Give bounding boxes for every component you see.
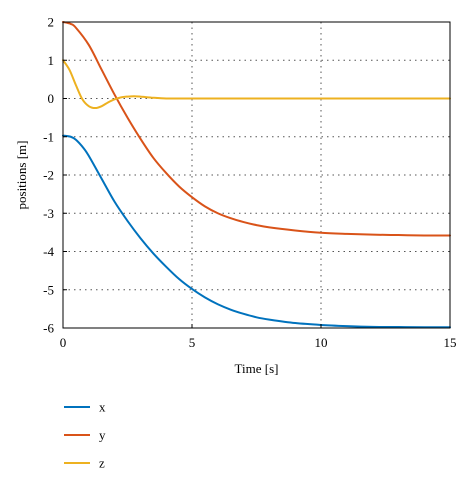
series-line-x — [62, 134, 451, 329]
y-tick-label: -1 — [43, 129, 54, 144]
y-tick-label: -5 — [43, 282, 54, 297]
grid — [63, 22, 450, 328]
x-axis-label: Time [s] — [235, 361, 279, 376]
y-tick-label: -4 — [43, 244, 54, 259]
x-tick-label: 15 — [444, 335, 457, 350]
y-tick-label: -3 — [43, 206, 54, 221]
legend-label-x: x — [99, 400, 106, 415]
series-line-y — [62, 21, 451, 237]
y-tick-label: 1 — [48, 53, 55, 68]
x-tick-label: 10 — [315, 335, 328, 350]
x-tick-label: 5 — [189, 335, 196, 350]
y-axis-ticks: 2 1 0 -1 -2 -3 -4 -5 -6 — [43, 15, 67, 336]
x-axis-ticks: 0 5 10 15 — [60, 324, 457, 350]
series-line-z — [62, 59, 451, 110]
legend: xyz — [64, 400, 106, 471]
series-layer — [62, 21, 451, 329]
x-tick-label: 0 — [60, 335, 67, 350]
y-tick-label: 0 — [48, 91, 55, 106]
legend-label-y: y — [99, 428, 106, 443]
y-tick-label: 2 — [48, 15, 55, 30]
y-tick-label: -6 — [43, 321, 54, 336]
y-tick-label: -2 — [43, 168, 54, 183]
y-axis-label: positions [m] — [14, 141, 29, 210]
legend-label-z: z — [99, 456, 105, 471]
